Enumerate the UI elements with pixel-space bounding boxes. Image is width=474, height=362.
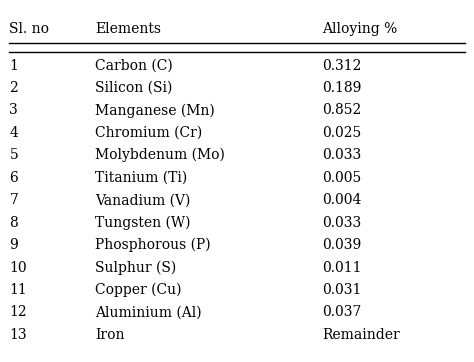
Text: 0.312: 0.312 <box>322 59 362 72</box>
Text: 0.037: 0.037 <box>322 306 362 319</box>
Text: 10: 10 <box>9 261 27 274</box>
Text: 12: 12 <box>9 306 27 319</box>
Text: 0.005: 0.005 <box>322 171 362 185</box>
Text: 4: 4 <box>9 126 18 140</box>
Text: 6: 6 <box>9 171 18 185</box>
Text: Aluminium (Al): Aluminium (Al) <box>95 306 201 319</box>
Text: Copper (Cu): Copper (Cu) <box>95 283 181 297</box>
Text: Vanadium (V): Vanadium (V) <box>95 193 190 207</box>
Text: 9: 9 <box>9 238 18 252</box>
Text: 0.033: 0.033 <box>322 148 362 162</box>
Text: Molybdenum (Mo): Molybdenum (Mo) <box>95 148 225 163</box>
Text: 13: 13 <box>9 328 27 342</box>
Text: 1: 1 <box>9 59 18 72</box>
Text: 7: 7 <box>9 193 18 207</box>
Text: Silicon (Si): Silicon (Si) <box>95 81 172 95</box>
Text: Chromium (Cr): Chromium (Cr) <box>95 126 202 140</box>
Text: 11: 11 <box>9 283 27 297</box>
Text: Titanium (Ti): Titanium (Ti) <box>95 171 187 185</box>
Text: Carbon (C): Carbon (C) <box>95 59 173 72</box>
Text: 0.033: 0.033 <box>322 216 362 230</box>
Text: 0.852: 0.852 <box>322 104 362 117</box>
Text: 3: 3 <box>9 104 18 117</box>
Text: 5: 5 <box>9 148 18 162</box>
Text: Sulphur (S): Sulphur (S) <box>95 260 176 275</box>
Text: 0.011: 0.011 <box>322 261 362 274</box>
Text: 0.039: 0.039 <box>322 238 362 252</box>
Text: Alloying %: Alloying % <box>322 22 398 36</box>
Text: Elements: Elements <box>95 22 161 36</box>
Text: Remainder: Remainder <box>322 328 400 342</box>
Text: 0.025: 0.025 <box>322 126 362 140</box>
Text: 8: 8 <box>9 216 18 230</box>
Text: Sl. no: Sl. no <box>9 22 49 36</box>
Text: 0.031: 0.031 <box>322 283 362 297</box>
Text: Tungsten (W): Tungsten (W) <box>95 215 190 230</box>
Text: 2: 2 <box>9 81 18 95</box>
Text: Phosphorous (P): Phosphorous (P) <box>95 238 210 252</box>
Text: Manganese (Mn): Manganese (Mn) <box>95 103 215 118</box>
Text: Iron: Iron <box>95 328 124 342</box>
Text: 0.189: 0.189 <box>322 81 362 95</box>
Text: 0.004: 0.004 <box>322 193 362 207</box>
